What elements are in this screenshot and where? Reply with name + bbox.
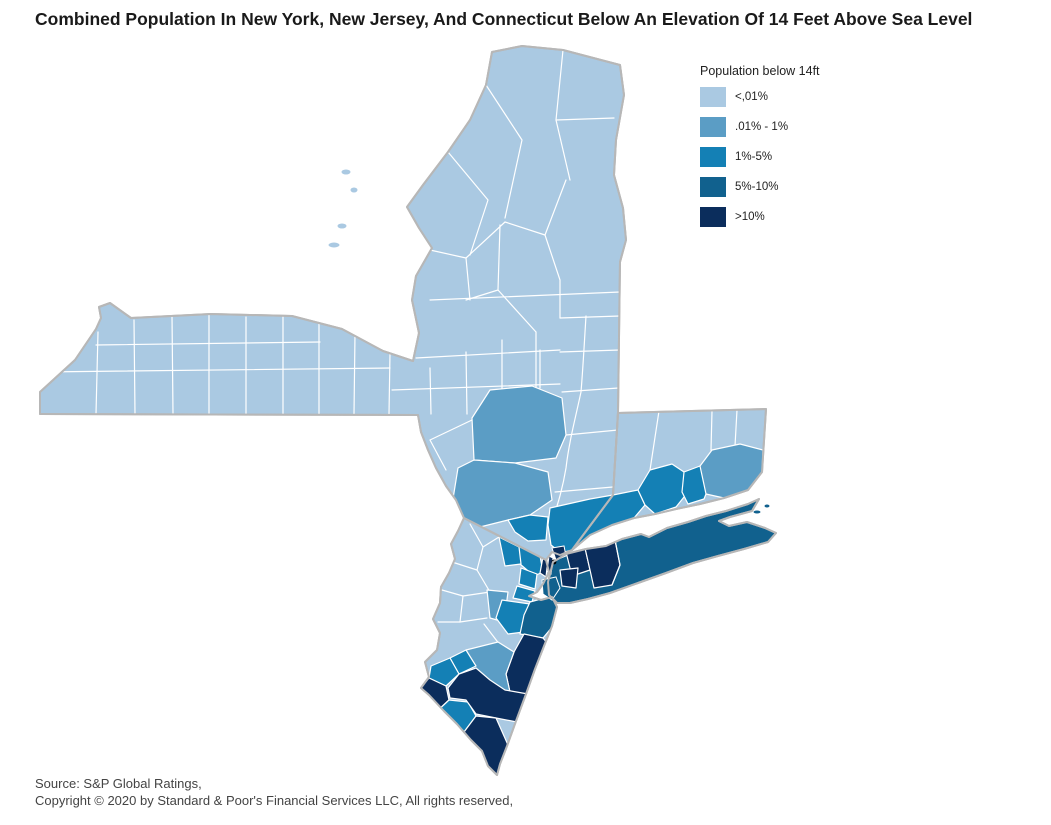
source-line: Source: S&P Global Ratings, <box>35 776 202 791</box>
county-kings <box>559 567 579 589</box>
county-rockland <box>507 514 549 542</box>
county-staten-island <box>541 576 561 601</box>
source-note: Source: S&P Global Ratings, Copyright © … <box>35 775 513 809</box>
legend-label: <,01% <box>735 91 768 103</box>
county-borders-new-york <box>40 49 621 523</box>
legend-item: 1%-5% <box>700 147 870 167</box>
legend-label: 1%-5% <box>735 151 773 163</box>
legend-item: 5%-10% <box>700 177 870 197</box>
legend-swatch <box>700 207 726 227</box>
county-essex <box>518 567 538 590</box>
legend-swatch <box>700 87 726 107</box>
county-borders-connecticut <box>649 409 738 471</box>
page-title: Combined Population In New York, New Jer… <box>35 9 973 29</box>
nassau-suffolk-border <box>611 539 621 586</box>
legend-label: 5%-10% <box>735 181 779 193</box>
legend-item: .01% - 1% <box>700 117 870 137</box>
legend-swatch <box>700 117 726 137</box>
legend-title: Population below 14ft <box>700 64 820 78</box>
legend-label: .01% - 1% <box>735 121 789 133</box>
legend-swatch <box>700 177 726 197</box>
county-ulster <box>471 385 567 464</box>
legend-label: >10% <box>735 211 765 223</box>
lake-islands <box>327 168 771 515</box>
county-atlantic <box>447 667 529 723</box>
state-borders <box>39 45 777 776</box>
county-borders-new-jersey <box>437 523 501 646</box>
legend-item: >10% <box>700 207 870 227</box>
copyright-line: Copyright © 2020 by Standard & Poor's Fi… <box>35 793 514 808</box>
legend-swatch <box>700 147 726 167</box>
legend-item: <,01% <box>700 87 870 107</box>
legend: Population below 14ft <,01% .01% - 1% 1%… <box>700 64 870 237</box>
